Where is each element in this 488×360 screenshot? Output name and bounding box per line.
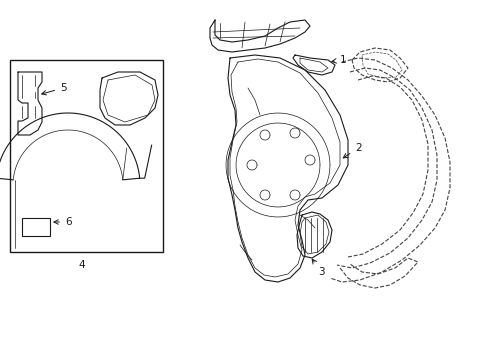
Text: 2: 2 <box>343 143 361 158</box>
Text: 1: 1 <box>331 55 346 65</box>
Bar <box>10 60 163 252</box>
Text: 3: 3 <box>312 259 324 277</box>
Text: 6: 6 <box>54 217 71 227</box>
Bar <box>22 218 50 236</box>
Text: 4: 4 <box>79 260 85 270</box>
Text: 5: 5 <box>41 83 66 95</box>
